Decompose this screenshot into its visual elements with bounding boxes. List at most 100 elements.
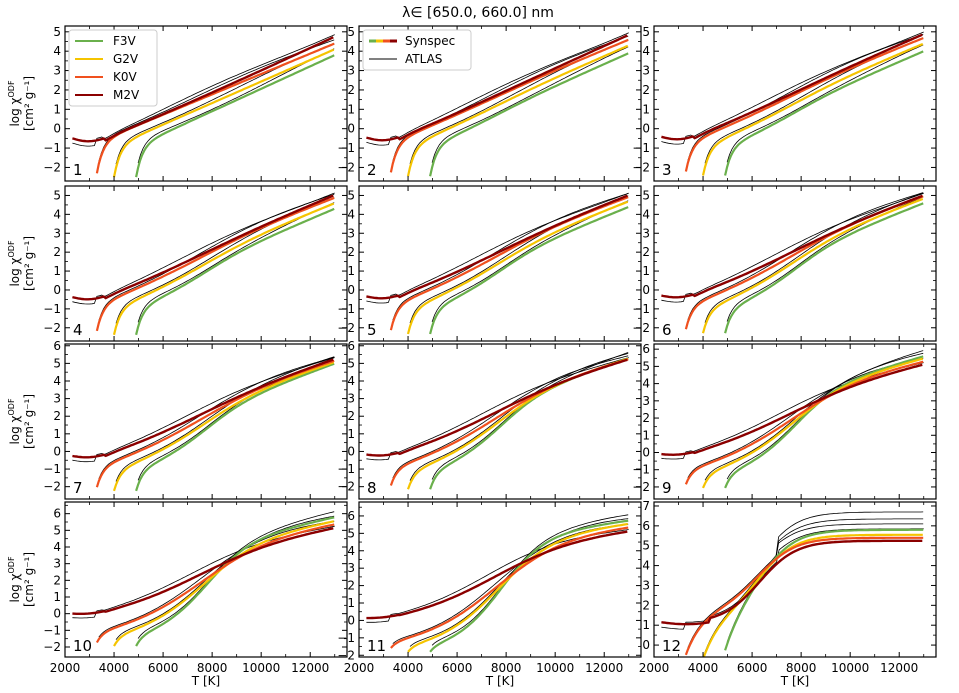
legend-box — [68, 29, 158, 107]
y-axis-label: log χODF — [7, 398, 22, 445]
x-tick-label: 8000 — [197, 661, 228, 675]
synspec-line-g2v — [112, 202, 335, 336]
atlas-line-g2v — [409, 353, 629, 481]
synspec-line-k0v — [95, 359, 335, 488]
y-axis-label: log χODF — [7, 556, 22, 603]
x-tick-label: 6000 — [442, 661, 473, 675]
y-tick-label: 4 — [347, 207, 355, 221]
legend-label-f3v: F3V — [113, 34, 137, 48]
legend-models: Synspec ATLAS — [362, 29, 472, 71]
synspec-line-f3v — [135, 207, 335, 336]
y-tick-label: 4 — [53, 374, 61, 388]
y-tick-label: 0 — [642, 122, 650, 136]
synspec-line-g2v — [701, 42, 924, 176]
y-tick-label: −1 — [337, 631, 355, 645]
y-tick-label: 3 — [347, 392, 355, 406]
synspec-line-m2v — [366, 358, 628, 457]
atlas-line-k0v — [687, 523, 924, 648]
synspec-line-m2v — [72, 527, 334, 615]
y-tick-label: 5 — [53, 523, 61, 537]
panel-number: 12 — [662, 637, 681, 655]
y-tick-label: 1 — [642, 264, 650, 278]
y-tick-label: 0 — [53, 283, 61, 297]
atlas-line-k0v — [392, 523, 629, 644]
y-tick-label: 0 — [347, 122, 355, 136]
y-axis-label: log χODF — [7, 240, 22, 287]
atlas-line-f3v — [726, 350, 924, 480]
x-axis-label: T [K] — [485, 674, 514, 688]
y-tick-label: 4 — [642, 207, 650, 221]
y-tick-label: 7 — [642, 499, 650, 513]
panel-frame — [358, 343, 642, 500]
y-tick-label: −2 — [43, 480, 61, 494]
y-tick-label: 4 — [347, 544, 355, 558]
y-tick-label: −1 — [43, 302, 61, 316]
y-tick-label: 3 — [347, 561, 355, 575]
panel-frame — [653, 185, 937, 342]
y-tick-label: 1 — [53, 102, 61, 116]
atlas-line-f3v — [137, 511, 335, 639]
panel-frame — [653, 343, 937, 500]
panel-number: 8 — [367, 479, 377, 497]
y-tick-label: −1 — [43, 623, 61, 637]
x-tick-label: 6000 — [148, 661, 179, 675]
y-axis-label: log χODF — [7, 80, 22, 127]
y-tick-label: 4 — [53, 540, 61, 554]
y-tick-label: 4 — [347, 44, 355, 58]
panel-curves — [366, 352, 629, 490]
synspec-line-k0v — [390, 526, 629, 649]
y-tick-label: 6 — [53, 507, 61, 521]
x-tick-label: 4000 — [688, 661, 719, 675]
y-tick-label: −1 — [43, 141, 61, 155]
synspec-line-m2v — [366, 194, 628, 300]
y-tick-label: −1 — [337, 462, 355, 476]
y-tick-label: −2 — [632, 321, 650, 335]
y-tick-label: 2 — [347, 579, 355, 593]
synspec-line-g2v — [406, 44, 629, 177]
synspec-line-f3v — [135, 54, 335, 178]
panel-number: 5 — [367, 321, 377, 339]
y-tick-label: 4 — [347, 374, 355, 388]
x-tick-label: 10000 — [242, 661, 280, 675]
y-tick-label: 0 — [347, 444, 355, 458]
y-tick-label: 0 — [642, 446, 650, 460]
y-tick-label: 1 — [347, 427, 355, 441]
panel-1: −2 −1 0 1 2 3 4 5 1 log χODF [cm² g⁻¹] F3V G2V K0V M2V — [7, 25, 348, 182]
synspec-line-g2v — [406, 200, 629, 335]
x-tick-label: 4000 — [99, 661, 130, 675]
y-tick-label: 6 — [347, 509, 355, 523]
y-tick-label: 1 — [642, 428, 650, 442]
atlas-line-k0v — [98, 356, 335, 479]
y-tick-label: 0 — [642, 283, 650, 297]
panel-frame — [64, 343, 348, 500]
y-tick-label: 2 — [642, 411, 650, 425]
atlas-line-f3v — [431, 352, 629, 480]
y-tick-label: 5 — [347, 25, 355, 39]
panel-frame — [653, 25, 937, 182]
panel-curves — [72, 192, 335, 336]
y-tick-label: 1 — [53, 590, 61, 604]
y-tick-label: 3 — [53, 392, 61, 406]
x-tick-label: 2000 — [50, 661, 81, 675]
panel-curves — [366, 192, 629, 335]
panel-number: 6 — [662, 321, 672, 339]
synspec-line-k0v — [684, 37, 924, 172]
synspec-line-k0v — [389, 38, 629, 173]
panel-frame — [64, 25, 348, 182]
synspec-line-f3v — [429, 357, 629, 490]
x-tick-label: 12000 — [585, 661, 623, 675]
synspec-line-m2v — [72, 358, 334, 459]
legend-label-synspec: Synspec — [405, 34, 455, 48]
y-tick-label: 5 — [642, 25, 650, 39]
synspec-line-m2v — [366, 530, 628, 620]
atlas-line-k0v — [687, 192, 924, 320]
y-tick-label: −2 — [337, 321, 355, 335]
y-tick-label: 3 — [642, 394, 650, 408]
synspec-line-f3v — [135, 362, 335, 492]
synspec-line-k0v — [95, 196, 335, 332]
panel-curves — [72, 34, 335, 178]
y-tick-label: −1 — [337, 141, 355, 155]
y-tick-label: 2 — [53, 409, 61, 423]
